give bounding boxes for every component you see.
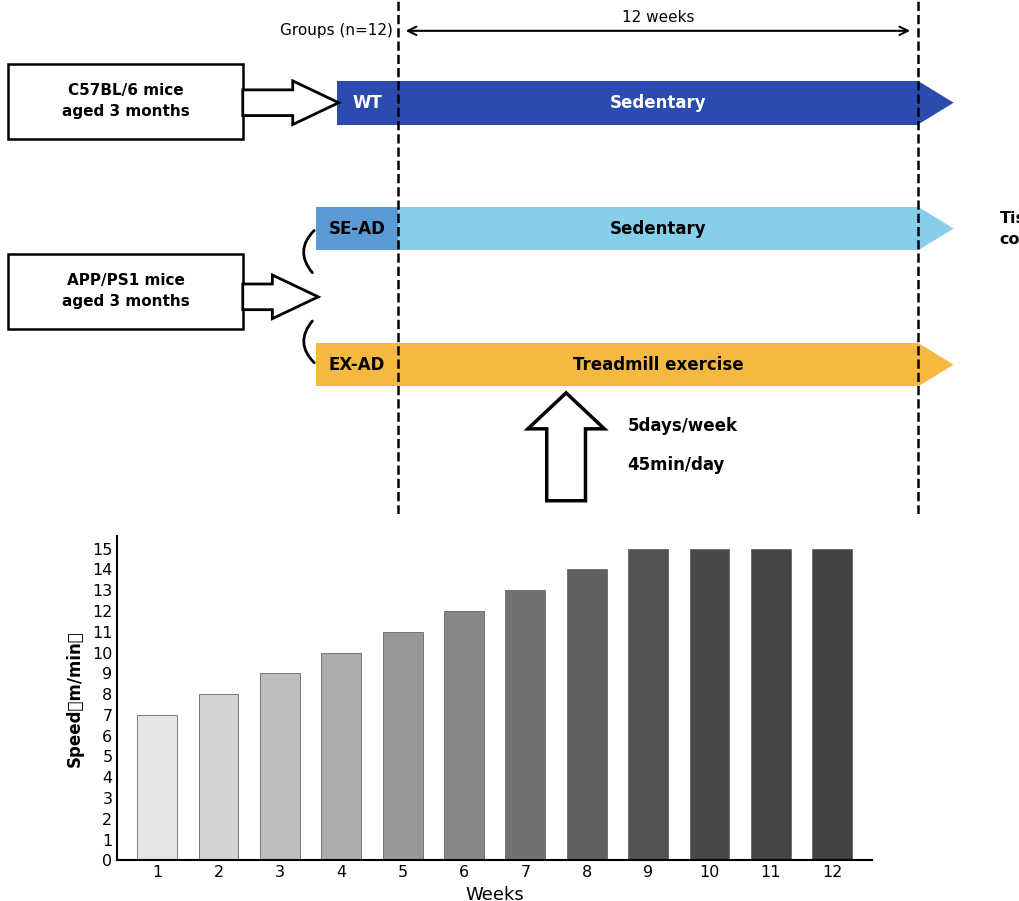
Bar	[811, 549, 851, 860]
Polygon shape	[917, 81, 953, 124]
Y-axis label: Speed（m/min）: Speed（m/min）	[65, 630, 84, 767]
Text: C57BL/6 mice
aged 3 months: C57BL/6 mice aged 3 months	[61, 84, 190, 120]
Bar	[628, 549, 667, 860]
Polygon shape	[397, 206, 917, 250]
Polygon shape	[243, 275, 318, 319]
FancyBboxPatch shape	[8, 64, 243, 139]
Bar	[199, 694, 238, 860]
Text: EX-AD: EX-AD	[328, 356, 385, 374]
Text: 12 weeks: 12 weeks	[621, 11, 694, 25]
Polygon shape	[336, 81, 397, 124]
Bar	[567, 569, 606, 860]
Text: APP/PS1 mice
aged 3 months: APP/PS1 mice aged 3 months	[61, 273, 190, 309]
Bar	[321, 652, 361, 860]
Polygon shape	[316, 342, 397, 387]
Polygon shape	[316, 206, 397, 250]
Polygon shape	[528, 393, 604, 501]
Text: WT: WT	[352, 94, 382, 112]
Text: Sedentary: Sedentary	[609, 220, 705, 238]
Bar	[505, 590, 545, 860]
Bar	[382, 632, 422, 860]
FancyBboxPatch shape	[8, 254, 243, 329]
Text: Groups (n=12): Groups (n=12)	[279, 23, 392, 39]
Polygon shape	[397, 342, 917, 387]
Bar	[689, 549, 729, 860]
Text: Treadmill exercise: Treadmill exercise	[572, 356, 743, 374]
Text: 5days/week: 5days/week	[627, 417, 737, 435]
Text: Tissue
collection: Tissue collection	[999, 211, 1019, 247]
Bar	[750, 549, 790, 860]
Text: SE-AD: SE-AD	[328, 220, 385, 238]
Bar	[443, 611, 483, 860]
Bar	[138, 714, 177, 860]
Polygon shape	[243, 81, 338, 124]
Text: Sedentary: Sedentary	[609, 94, 705, 112]
Text: 45min/day: 45min/day	[627, 456, 723, 474]
Polygon shape	[917, 342, 953, 387]
Bar	[260, 673, 300, 860]
Polygon shape	[917, 206, 953, 250]
Polygon shape	[397, 81, 917, 124]
X-axis label: Weeks: Weeks	[465, 886, 524, 901]
